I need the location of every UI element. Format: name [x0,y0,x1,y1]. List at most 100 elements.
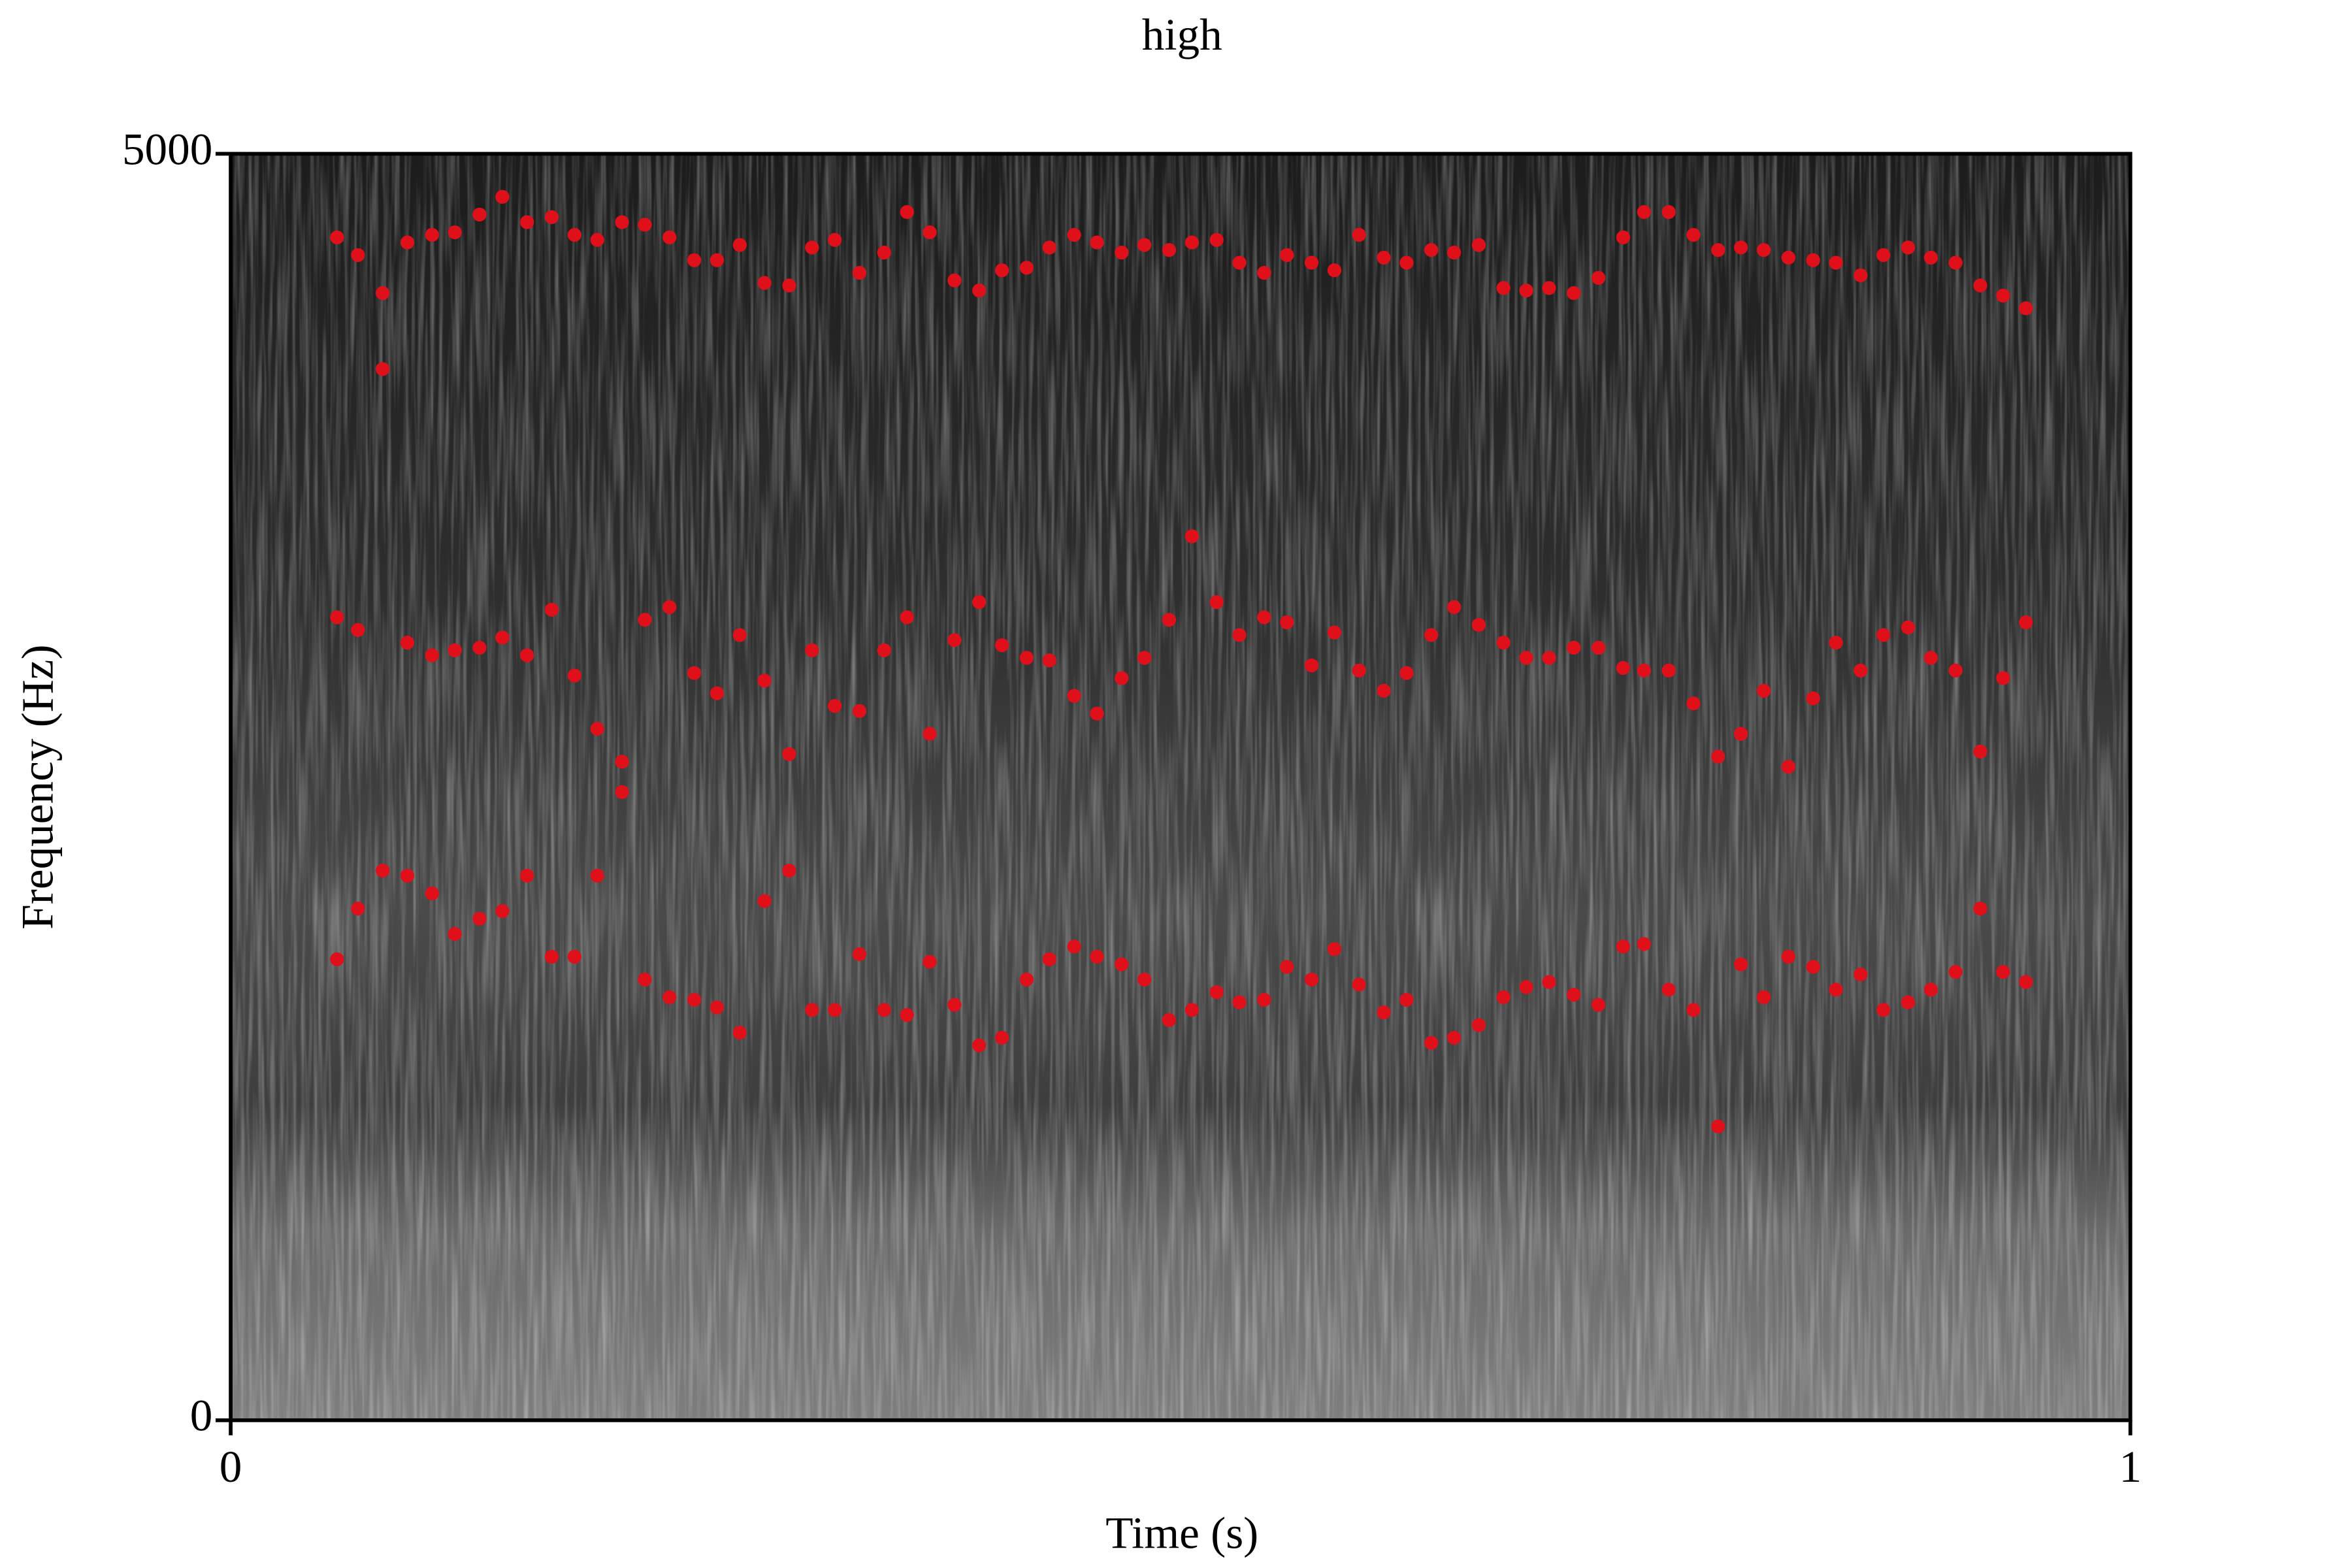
formant-point [1756,683,1771,698]
formant-point [1162,243,1177,257]
formant-point [1377,250,1391,265]
formant-point [472,207,487,222]
formant-point [994,638,1009,653]
formant-point [1806,253,1820,267]
formant-point [1257,265,1271,280]
formant-point [1496,281,1511,295]
formant-point [1686,1003,1701,1017]
formant-point [1686,227,1701,242]
spectrogram-texture [231,154,2131,1420]
formant-point [351,902,365,916]
formant-point [1781,949,1795,964]
y-axis-label: Frequency (Hz) [12,644,63,929]
formant-point [400,636,415,650]
formant-point [1948,255,1963,270]
chart-title: high [1142,9,1222,59]
formant-point [1567,286,1581,301]
y-tick-label: 5000 [122,123,212,174]
formant-point [425,227,439,242]
formant-point [1424,1036,1439,1050]
formant-point [520,648,534,662]
formant-point [1377,683,1391,698]
formant-point [590,721,604,736]
formant-point [1447,245,1462,260]
formant-point [376,362,390,376]
formant-point [1781,250,1795,265]
formant-point [590,233,604,247]
formant-point [638,613,652,627]
formant-point [1901,995,1916,1009]
formant-point [2019,615,2033,630]
formant-point [1616,939,1631,954]
formant-point [877,245,891,260]
formant-point [638,972,652,987]
formant-point [1327,625,1342,640]
formant-point [1184,529,1199,544]
formant-point [1019,651,1034,665]
formant-point [900,204,914,220]
formant-point [1209,595,1224,610]
x-tick-label: 1 [2119,1441,2142,1492]
formant-point [1042,952,1056,966]
formant-point [400,868,415,883]
formant-point [1162,613,1177,627]
formant-point [877,643,891,657]
formant-point [615,755,629,769]
formant-point [1090,949,1104,964]
formant-point [2019,975,2033,989]
formant-point [330,952,344,966]
formant-point [1090,235,1104,250]
formant-point [495,904,510,919]
formant-point [1280,248,1294,263]
formant-point [852,704,867,718]
formant-point [1876,1003,1891,1017]
formant-point [1781,759,1795,774]
formant-point [852,265,867,280]
formant-point [1115,957,1129,972]
formant-point [1592,270,1606,285]
formant-point [710,686,725,700]
plot-frame [229,152,2132,1422]
formant-point [1711,243,1725,257]
formant-point [567,227,581,242]
formant-point [757,894,772,908]
formant-point [900,1007,914,1022]
formant-point [1711,749,1725,764]
formant-point [1756,243,1771,257]
formant-point [448,225,462,240]
formant-point [972,284,987,298]
formant-point [330,230,344,244]
formant-point [1923,250,1938,265]
formant-point [757,674,772,688]
formant-point [472,640,487,655]
formant-point [1257,610,1271,625]
formant-point [376,863,390,878]
formant-point [1542,651,1556,665]
formant-point [947,633,962,647]
formant-point [1184,1003,1199,1017]
formant-point [1280,615,1294,630]
formant-point [1496,636,1511,650]
formant-point [710,1000,725,1015]
formant-point [1019,261,1034,275]
formant-point [567,668,581,683]
formant-point [1637,937,1652,951]
formant-point [1542,975,1556,989]
formant-point [947,273,962,287]
formant-point [1137,651,1152,665]
formant-point [1923,983,1938,997]
formant-point [662,600,677,614]
formant-point [1184,235,1199,250]
formant-point [1424,243,1439,257]
formant-point [1162,1013,1177,1027]
formant-point [1996,671,2010,685]
formant-point [1876,628,1891,642]
formant-point [1067,227,1081,242]
formant-point [1209,985,1224,1000]
formant-point [1854,967,1868,982]
formant-point [1304,972,1319,987]
formant-point [994,1030,1009,1045]
formant-point [351,623,365,637]
formant-point [2019,301,2033,316]
